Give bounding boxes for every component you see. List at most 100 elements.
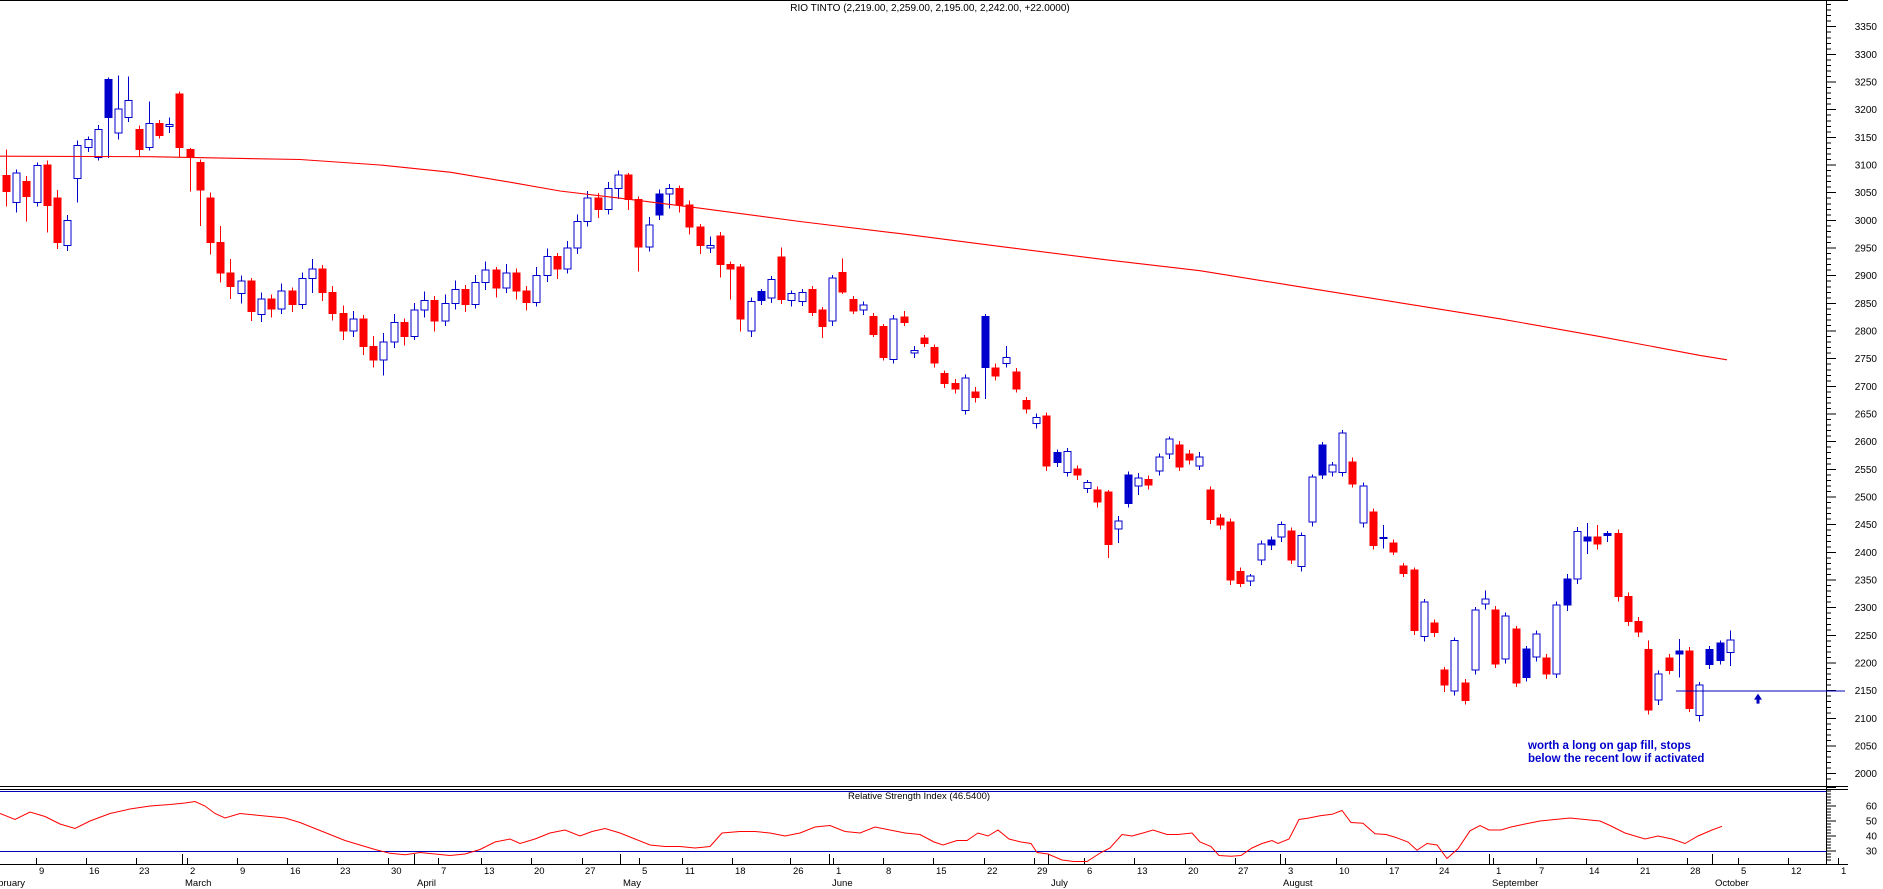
price-axis-label: 2100: [1855, 714, 1878, 725]
candle-body: [655, 193, 664, 216]
trade-note-line2: below the recent low if activated: [1528, 753, 1705, 765]
price-axis-label: 2650: [1855, 410, 1878, 421]
candle-body: [33, 165, 42, 204]
month-label: March: [185, 878, 211, 889]
candle-body: [726, 264, 735, 270]
week-label: 1: [836, 866, 841, 877]
candle-body: [155, 123, 164, 137]
candle-body: [63, 219, 72, 246]
week-label: 9: [39, 866, 44, 877]
candle-body: [1318, 444, 1327, 476]
week-label: 9: [240, 866, 245, 877]
candle-body: [1012, 371, 1021, 390]
candle-body: [206, 197, 215, 243]
candle-body: [1716, 642, 1725, 661]
candle-body: [716, 235, 725, 266]
candle-body: [1359, 485, 1368, 524]
week-label: 24: [1439, 866, 1450, 877]
symbol-quote-title: RIO TINTO (2,219.00, 2,259.00, 2,195.00,…: [790, 3, 1070, 14]
trade-note-annotation[interactable]: worth a long on gap fill, stops below th…: [1528, 740, 1704, 766]
candle-body: [951, 383, 960, 390]
candle-body: [2, 175, 11, 192]
candle-body: [1277, 524, 1286, 538]
candle-body: [1063, 451, 1072, 474]
price-axis-label: 2550: [1855, 465, 1878, 476]
week-label: 14: [1589, 866, 1600, 877]
week-label: 27: [1238, 866, 1249, 877]
price-axis-label: 2950: [1855, 244, 1878, 255]
candle-body: [502, 272, 511, 289]
price-axis-label: 2150: [1855, 686, 1878, 697]
price-axis-label: 2450: [1855, 520, 1878, 531]
candle-body: [1348, 461, 1357, 485]
week-label: 20: [1188, 866, 1199, 877]
candle-body: [981, 316, 990, 369]
candle-body: [930, 347, 939, 364]
candle-body: [1185, 453, 1194, 461]
candle-body: [1124, 474, 1133, 505]
candle-body: [563, 247, 572, 270]
candle-body: [818, 309, 827, 328]
candle-body: [1267, 539, 1276, 546]
month-label: July: [1051, 878, 1068, 889]
candle-body: [1246, 575, 1255, 582]
price-axis-label: 2750: [1855, 354, 1878, 365]
week-label: 5: [642, 866, 647, 877]
candle-body: [991, 367, 1000, 377]
candle-body: [1491, 609, 1500, 665]
month-label: February: [0, 878, 25, 889]
candle-body: [869, 316, 878, 335]
candle-body: [696, 226, 705, 246]
candle-body: [1542, 657, 1551, 675]
candle-body: [267, 298, 276, 310]
price-axis-label: 3150: [1855, 133, 1878, 144]
week-label: 15: [936, 866, 947, 877]
candle-body: [1624, 596, 1633, 622]
price-axis-label: 3250: [1855, 78, 1878, 89]
rsi-axis-label: 60: [1866, 802, 1878, 813]
candle-body: [1654, 673, 1663, 701]
candle-body: [1552, 604, 1561, 675]
candle-body: [553, 255, 562, 270]
candle-body: [1369, 511, 1378, 547]
candle-body: [390, 322, 399, 343]
candle-body: [1726, 639, 1735, 653]
candle-body: [1675, 650, 1684, 655]
candle-body: [889, 318, 898, 361]
candle-body: [277, 290, 286, 310]
candle-body: [1042, 415, 1051, 467]
candle-body: [685, 204, 694, 228]
price-axis-label: 2000: [1855, 769, 1878, 780]
candle-body: [1379, 536, 1388, 539]
candle-body: [1644, 649, 1653, 711]
price-axis-label: 3350: [1855, 22, 1878, 33]
price-axis-label: 2500: [1855, 493, 1878, 504]
candle-body: [1073, 468, 1082, 476]
rsi-indicator-title: Relative Strength Index (46.5400): [848, 791, 991, 802]
week-label: 30: [391, 866, 402, 877]
candle-body: [114, 108, 123, 134]
month-label: October: [1715, 878, 1749, 889]
candle-body: [410, 309, 419, 338]
candle-body: [247, 280, 256, 313]
candle-body: [879, 326, 888, 359]
week-label: 27: [585, 866, 596, 877]
candle-body: [1206, 489, 1215, 521]
week-label: 28: [1690, 866, 1701, 877]
candle-body: [43, 164, 52, 206]
candle-body: [532, 275, 541, 303]
candle-body: [1308, 476, 1317, 523]
candle-body: [226, 272, 235, 288]
candle-body: [900, 316, 909, 324]
candle-body: [512, 272, 521, 292]
buy-signal-arrow-icon[interactable]: [1754, 693, 1762, 704]
candle-body: [288, 290, 297, 306]
candle-body: [543, 255, 552, 277]
price-axis-label: 3000: [1855, 216, 1878, 227]
candle-body: [1002, 357, 1011, 365]
candle-body: [481, 269, 490, 283]
moving-average-line: [0, 155, 1728, 361]
candle-body: [1175, 444, 1184, 468]
candle-body: [777, 256, 786, 300]
